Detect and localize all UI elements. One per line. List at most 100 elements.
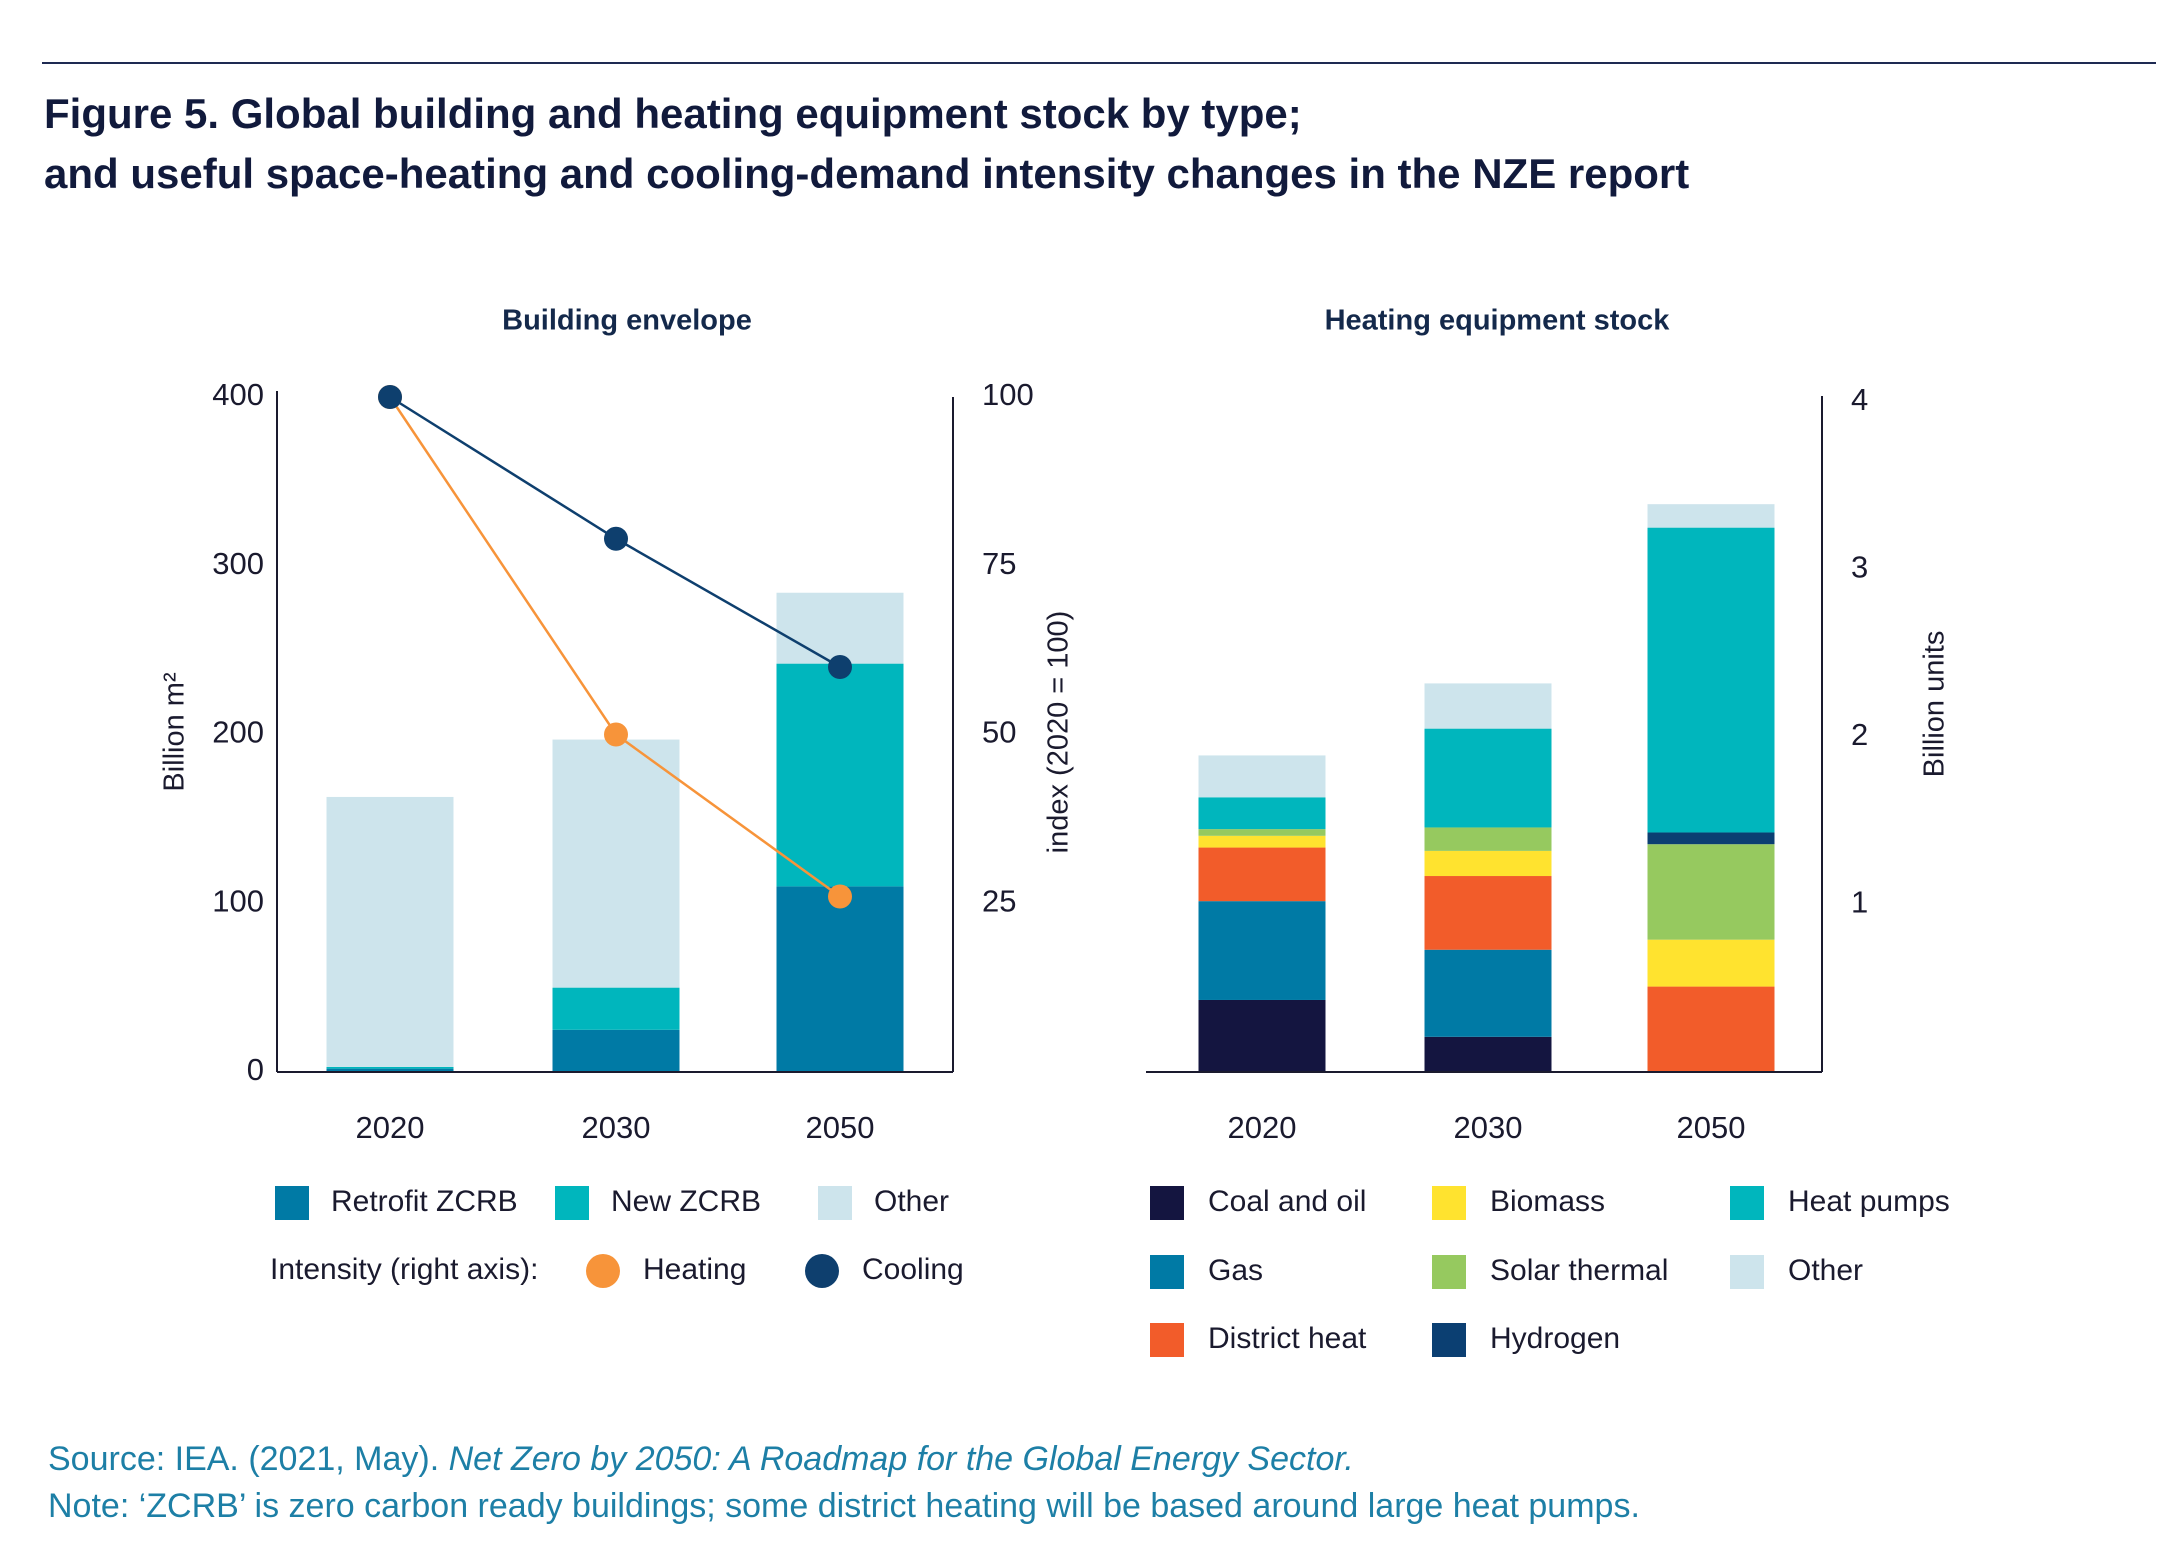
bar-biomass-2030 [1424,850,1552,877]
right-y-tick-3: 3 [1851,550,1868,585]
bar-other-2030 [552,739,680,988]
legend-swatch-hydrogen [1432,1323,1466,1357]
bar-biomass-2020 [1198,835,1326,848]
legend-label-new-zcrb: New ZCRB [611,1185,761,1218]
bar-district-heat-2030 [1424,876,1552,950]
bar-heat-pumps-2020 [1198,797,1326,830]
legend-label-coal-and-oil: Coal and oil [1208,1185,1366,1218]
bar-coal-and-oil-2030 [1424,1036,1552,1072]
legend-swatch-other [1730,1255,1764,1289]
left-y-axis-label: Billion m² [159,672,191,792]
bar-heat-pumps-2030 [1424,728,1552,828]
marker-cooling-2020 [378,385,402,409]
bar-other-2050 [1647,504,1775,528]
bar-retrofit-zcrb-2050 [776,886,904,1072]
bar-coal-and-oil-2020 [1198,999,1326,1072]
left-y-tick-400: 400 [212,377,264,412]
legend-swatch-other [818,1186,852,1220]
bar-gas-2030 [1424,949,1552,1037]
figure-title: Figure 5. Global building and heating eq… [44,84,2124,204]
footer: Source: IEA. (2021, May). Net Zero by 20… [48,1436,1640,1530]
bar-district-heat-2050 [1647,986,1775,1072]
left-y-tick-300: 300 [212,546,264,581]
right-y-tick-50: 50 [982,715,1016,750]
legend-label-solar-thermal: Solar thermal [1490,1254,1668,1287]
x-tick-label-2050: 2050 [806,1110,875,1145]
bar-gas-2020 [1198,901,1326,1000]
legend-label-heat-pumps: Heat pumps [1788,1185,1950,1218]
legend-swatch-gas [1150,1255,1184,1289]
legend-label-biomass: Biomass [1490,1185,1605,1218]
legend-building-envelope: Retrofit ZCRB New ZCRB Other Intensity (rig… [270,1185,964,1288]
marker-heating-2050 [828,884,852,909]
right-y-axis-label: Billion units [1919,631,1951,778]
source-line: Source: IEA. (2021, May). Net Zero by 20… [48,1436,1640,1483]
x-tick-label-2030: 2030 [582,1110,651,1145]
chart-title-heating-equipment: Heating equipment stock [1325,305,1671,337]
legend-label-retrofit-zcrb: Retrofit ZCRB [331,1185,518,1218]
legend-marker-heating [586,1254,620,1288]
left-y-tick-100: 100 [212,883,264,918]
right-y-tick-75: 75 [982,546,1016,581]
legend-swatch-retrofit-zcrb [275,1186,309,1220]
legend-swatch-solar-thermal [1432,1255,1466,1289]
bar-solar-thermal-2050 [1647,844,1775,940]
right-y-axis-label: index (2020 = 100) [1043,611,1075,854]
legend-label-other: Other [874,1185,949,1218]
bar-district-heat-2020 [1198,847,1326,902]
left-y-tick-200: 200 [212,715,264,750]
legend-swatch-biomass [1432,1186,1466,1220]
legend-label-heating: Heating [643,1253,746,1286]
legend-label-cooling: Cooling [862,1253,964,1286]
bar-retrofit-zcrb-2020 [326,1068,454,1072]
source-title: Net Zero by 2050: A Roadmap for the Glob… [448,1440,1354,1478]
bar-other-2020 [326,796,454,1067]
building-envelope-chart: Building envelope 2020 2030 2050 0 100 200 300 4… [159,305,1075,1288]
legend-swatch-coal-and-oil [1150,1186,1184,1220]
right-y-tick-2: 2 [1851,717,1868,752]
x-tick-label-2020: 2020 [356,1110,425,1145]
bar-other-2030 [1424,683,1552,729]
legend-label-hydrogen: Hydrogen [1490,1322,1620,1355]
left-y-tick-0: 0 [247,1052,264,1087]
bar-new-zcrb-2050 [776,663,904,887]
x-tick-label-2020: 2020 [1228,1110,1297,1145]
bar-other-2020 [1198,755,1326,798]
bar-new-zcrb-2020 [326,1066,454,1069]
marker-cooling-2050 [828,655,852,679]
x-tick-label-2050: 2050 [1677,1110,1746,1145]
bar-stack-group [326,592,904,1072]
legend-swatch-new-zcrb [555,1186,589,1220]
legend-label-other: Other [1788,1254,1863,1287]
legend-marker-cooling [805,1254,839,1288]
note-line: Note: ‘ZCRB’ is zero carbon ready buildi… [48,1487,1640,1525]
marker-heating-2030 [604,722,628,747]
legend-intensity-prefix: Intensity (right axis): [270,1253,538,1286]
legend-label-gas: Gas [1208,1254,1263,1287]
bar-solar-thermal-2020 [1198,829,1326,836]
heating-equipment-chart: Heating equipment stock 2020 2030 2050 1 2 3 4 B… [1146,305,1951,1357]
bar-biomass-2050 [1647,939,1775,987]
source-prefix: Source: IEA. (2021, May). [48,1440,449,1478]
bar-retrofit-zcrb-2030 [552,1029,680,1072]
figure-title-line-2: and useful space-heating and cooling-dem… [44,150,1690,197]
figure-title-line-1: Figure 5. Global building and heating eq… [44,90,1302,137]
bar-stack-group [1198,504,1775,1072]
x-tick-label-2030: 2030 [1454,1110,1523,1145]
bar-new-zcrb-2030 [552,987,680,1030]
right-y-tick-1: 1 [1851,885,1868,920]
legend-label-district-heat: District heat [1208,1322,1367,1355]
right-y-tick-25: 25 [982,883,1016,918]
legend-swatch-heat-pumps [1730,1186,1764,1220]
right-y-tick-100: 100 [982,377,1034,412]
bar-solar-thermal-2030 [1424,827,1552,851]
right-y-tick-4: 4 [1851,382,1868,417]
bar-hydrogen-2050 [1647,832,1775,845]
bar-other-2050 [776,592,904,664]
bar-heat-pumps-2050 [1647,527,1775,833]
legend-swatch-district-heat [1150,1323,1184,1357]
marker-cooling-2030 [604,526,628,551]
top-rule [42,62,2156,64]
chart-title-building-envelope: Building envelope [502,305,752,337]
